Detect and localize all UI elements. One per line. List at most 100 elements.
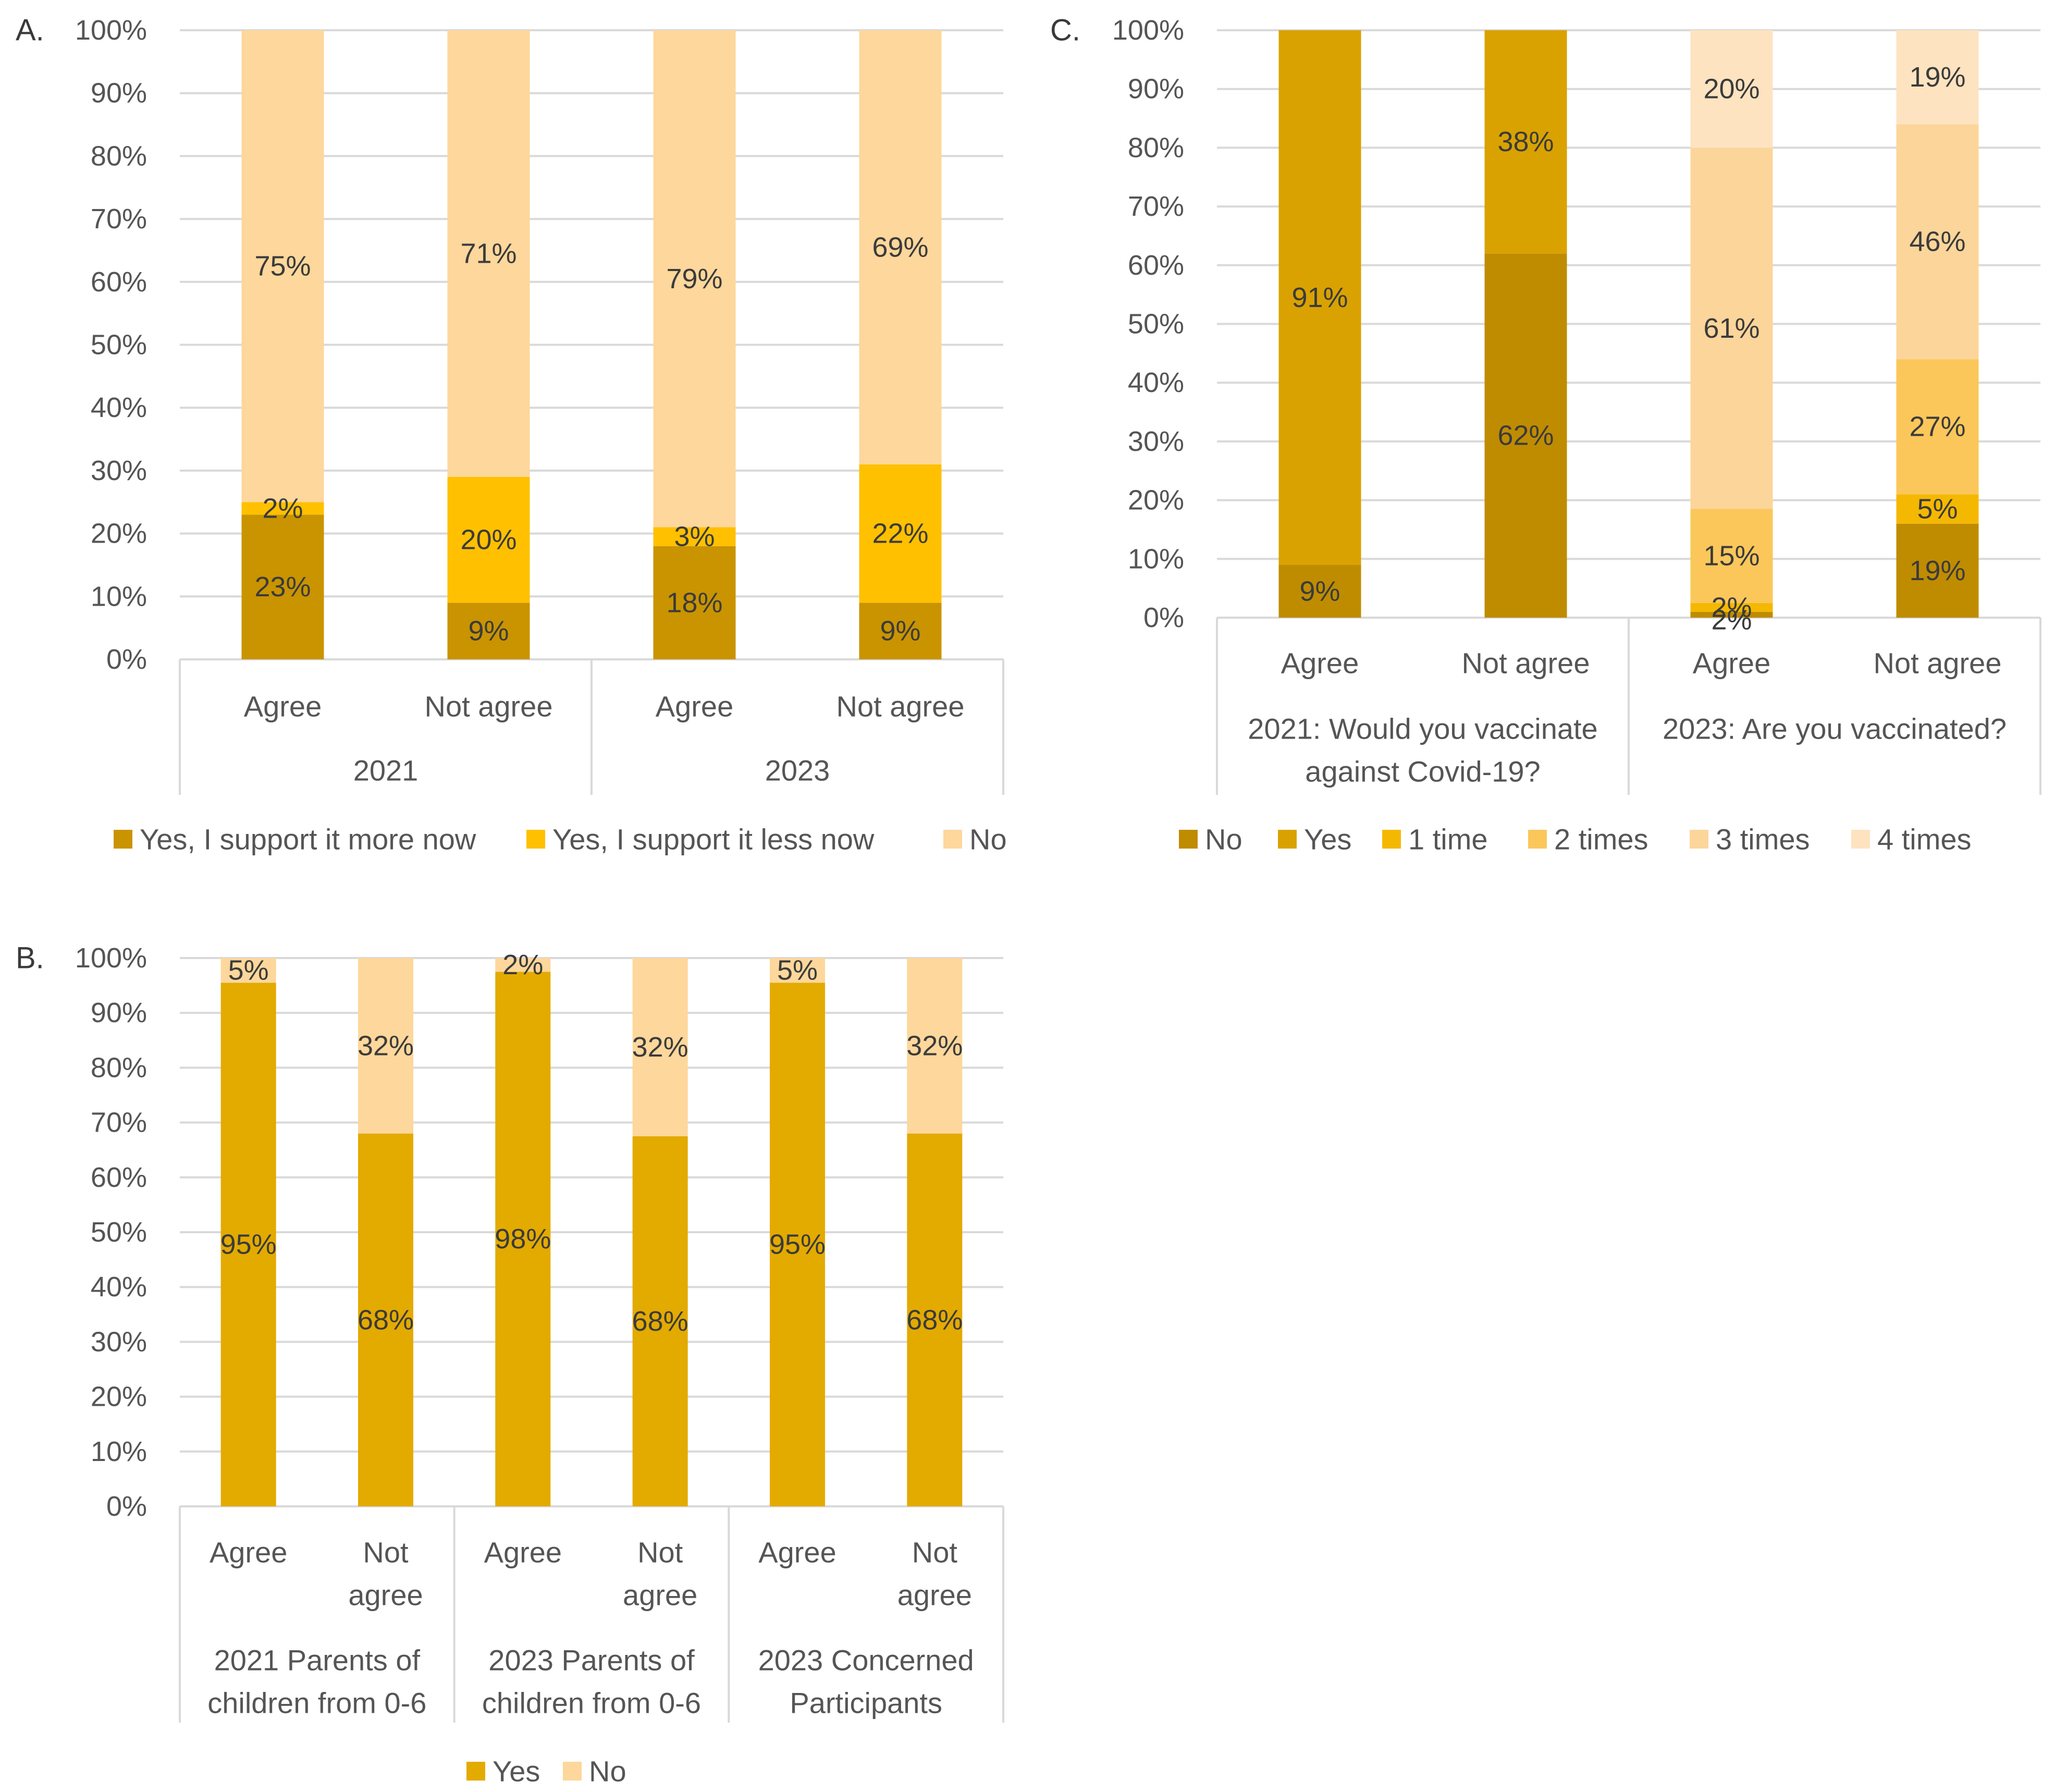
category-label: Agree bbox=[656, 690, 733, 723]
y-tick-label: 50% bbox=[91, 329, 147, 361]
category-label: Not agree bbox=[836, 690, 965, 723]
y-tick-label: 20% bbox=[91, 1381, 147, 1413]
data-label: 23% bbox=[254, 571, 311, 603]
bar-segment bbox=[1896, 359, 1979, 495]
bar-segment bbox=[907, 958, 963, 1134]
category-label: Agree bbox=[244, 690, 322, 723]
bar-segment bbox=[241, 514, 324, 659]
panel-label: A. bbox=[16, 14, 44, 47]
bar-segment bbox=[241, 502, 324, 515]
panel-c-chart: C. 0% 10% 20% 30% 40% 50% 60% 70% 80% 90% 100% 9% 62%… bbox=[1050, 14, 2041, 856]
bar-segment bbox=[220, 958, 276, 983]
data-label: 9% bbox=[880, 616, 920, 647]
group-label: 2021 bbox=[353, 754, 419, 787]
bar-segment bbox=[632, 958, 688, 1136]
bar-segment bbox=[1896, 124, 1979, 360]
data-label: 5% bbox=[228, 955, 269, 986]
group-label: 2023 Concerned bbox=[758, 1644, 974, 1677]
panel-label: B. bbox=[16, 941, 44, 975]
y-tick-label: 40% bbox=[1128, 367, 1184, 398]
bar-segment bbox=[241, 30, 324, 502]
legend-label: Yes bbox=[493, 1755, 540, 1788]
category-label: Not bbox=[637, 1536, 683, 1569]
group-label: 2023: Are you vaccinated? bbox=[1663, 713, 2007, 745]
bar-segment bbox=[653, 527, 736, 546]
legend-swatch bbox=[1690, 830, 1708, 849]
legend-swatch bbox=[563, 1762, 582, 1781]
category-label: Agree bbox=[484, 1536, 562, 1569]
y-tick-label: 20% bbox=[1128, 485, 1184, 516]
bar-segment bbox=[907, 1133, 963, 1506]
category-label: Not agree bbox=[1462, 647, 1590, 680]
data-label: 32% bbox=[906, 1030, 963, 1061]
data-label: 2% bbox=[1711, 604, 1752, 635]
group-label: against Covid-19? bbox=[1305, 755, 1540, 788]
legend-label: 2 times bbox=[1554, 823, 1648, 856]
y-tick-label: 90% bbox=[91, 78, 147, 109]
data-label: 5% bbox=[777, 955, 818, 986]
category-label: Not bbox=[363, 1536, 409, 1569]
y-tick-label: 50% bbox=[1128, 309, 1184, 340]
data-label: 9% bbox=[468, 616, 509, 647]
bar-segment bbox=[1484, 253, 1567, 618]
legend-label: Yes bbox=[1304, 823, 1351, 856]
legend-label: No bbox=[969, 823, 1007, 856]
bar-segment bbox=[1690, 611, 1773, 618]
data-label: 91% bbox=[1291, 282, 1348, 313]
y-tick-label: 70% bbox=[91, 1107, 147, 1138]
bar-segment bbox=[1690, 603, 1773, 612]
y-tick-label: 70% bbox=[91, 203, 147, 235]
data-label: 19% bbox=[1909, 62, 1965, 93]
group-label: children from 0-6 bbox=[482, 1687, 701, 1720]
legend-label: 3 times bbox=[1716, 823, 1810, 856]
category-label: Not agree bbox=[1874, 647, 2002, 680]
data-label: 22% bbox=[872, 518, 928, 549]
bar-segment bbox=[1278, 30, 1361, 565]
y-tick-label: 60% bbox=[91, 1162, 147, 1193]
data-label: 20% bbox=[1703, 73, 1759, 105]
bar-segment bbox=[653, 546, 736, 659]
y-tick-label: 60% bbox=[91, 266, 147, 298]
group-label: Participants bbox=[790, 1687, 942, 1720]
data-label: 95% bbox=[220, 1229, 277, 1260]
bar-segment bbox=[1896, 523, 1979, 618]
legend-swatch bbox=[943, 830, 962, 849]
legend-swatch bbox=[526, 830, 545, 849]
y-tick-label: 30% bbox=[91, 1326, 147, 1357]
data-label: 61% bbox=[1703, 313, 1759, 344]
group-label: children from 0-6 bbox=[207, 1687, 426, 1720]
bar-segment bbox=[632, 1136, 688, 1506]
y-tick-label: 50% bbox=[91, 1217, 147, 1248]
bar-segment bbox=[1484, 30, 1567, 254]
bar-segment bbox=[447, 476, 530, 603]
category-label: Not agree bbox=[425, 690, 553, 723]
bar-segment bbox=[770, 958, 825, 983]
bar-segment bbox=[495, 972, 551, 1506]
data-label: 27% bbox=[1909, 411, 1965, 443]
bar-segment bbox=[653, 30, 736, 527]
data-label: 68% bbox=[358, 1304, 414, 1335]
bar-segment bbox=[859, 30, 942, 464]
panel-b-chart: B. 0% 10% 20% 30% 40% 50% 60% 70% 80% 90% 100% 95% 68… bbox=[16, 941, 1004, 1788]
y-tick-label: 10% bbox=[1128, 543, 1184, 574]
legend-swatch bbox=[114, 830, 132, 849]
bar-segment bbox=[447, 603, 530, 659]
data-label: 68% bbox=[632, 1306, 688, 1337]
panel-label: C. bbox=[1050, 14, 1080, 47]
y-tick-label: 80% bbox=[91, 1052, 147, 1083]
legend-swatch bbox=[1179, 830, 1198, 849]
y-tick-label: 10% bbox=[91, 581, 147, 612]
bar-segment bbox=[1690, 509, 1773, 603]
y-tick-label: 80% bbox=[1128, 132, 1184, 163]
category-label: agree bbox=[623, 1579, 697, 1612]
category-label: Agree bbox=[210, 1536, 287, 1569]
bar-segment bbox=[1690, 30, 1773, 148]
bar-segment bbox=[1896, 494, 1979, 524]
y-tick-label: 40% bbox=[91, 1271, 147, 1303]
data-label: 2% bbox=[1711, 592, 1752, 623]
y-tick-label: 0% bbox=[1143, 602, 1184, 633]
data-label: 68% bbox=[906, 1304, 963, 1335]
y-tick-label: 90% bbox=[91, 997, 147, 1028]
data-label: 2% bbox=[262, 493, 303, 524]
y-tick-label: 70% bbox=[1128, 191, 1184, 222]
